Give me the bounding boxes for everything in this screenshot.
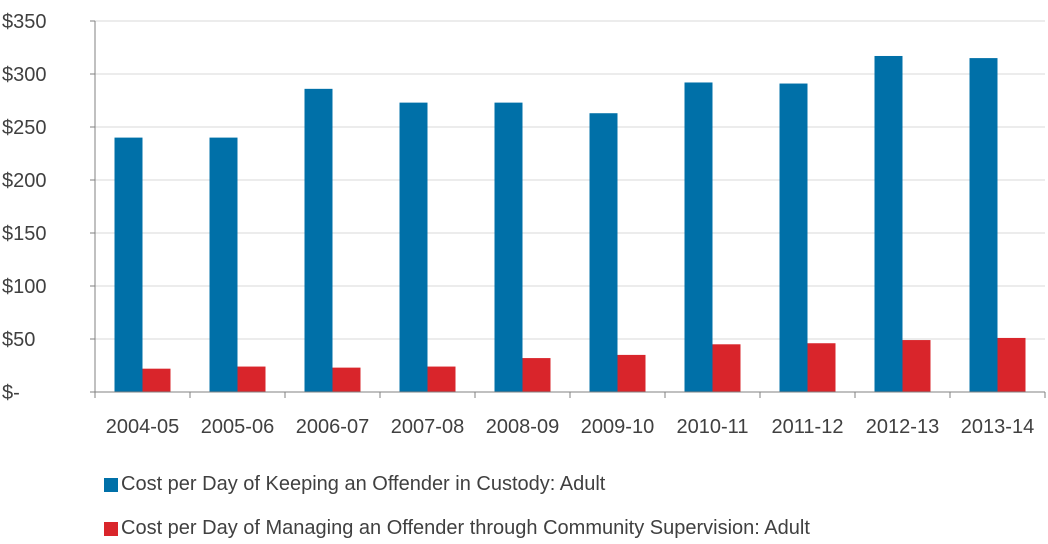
x-tick-label: 2005-06 [201, 416, 274, 438]
legend-swatch-custody [104, 477, 118, 492]
bar-custody [874, 55, 903, 392]
legend-label-community: Cost per Day of Managing an Offender thr… [121, 517, 810, 539]
bar-community [712, 344, 741, 392]
gridlines [95, 20, 1045, 340]
bar-community [902, 340, 931, 392]
y-tick-label: $100 [2, 276, 47, 298]
bar-community [142, 368, 171, 392]
y-tick-label: $150 [2, 223, 47, 245]
x-tick-label: 2009-10 [581, 416, 654, 438]
bar-community [237, 366, 266, 392]
legend-item-custody: Cost per Day of Keeping an Offender in C… [104, 473, 605, 496]
bar-community [427, 366, 456, 392]
y-tick-label: $- [2, 382, 20, 404]
x-tick-label: 2010-11 [677, 416, 749, 438]
bar-community [332, 367, 361, 392]
x-tick-label: 2008-09 [486, 416, 559, 438]
bars [114, 55, 1026, 393]
legend-swatch-community [104, 521, 118, 536]
bar-community [522, 358, 551, 392]
bar-custody [399, 102, 428, 393]
bar-custody [494, 102, 523, 393]
y-tick-label: $350 [2, 11, 47, 33]
x-tick-label: 2007-08 [391, 416, 464, 438]
x-tick-label: 2012-13 [866, 416, 939, 438]
bar-chart: $-$50$100$150$200$250$300$350 2004-05 200… [2, 11, 1046, 438]
x-axis-ticks: 2004-05 2005-06 2006-07 2007-08 2008-09 2009-… [94, 392, 1046, 438]
y-tick-label: $300 [2, 64, 47, 86]
legend-label-custody: Cost per Day of Keeping an Offender in C… [121, 473, 606, 495]
bar-custody [969, 58, 998, 392]
legend-item-community: Cost per Day of Managing an Offender thr… [104, 517, 810, 540]
bar-custody [209, 137, 238, 392]
x-tick-label: 2013-14 [961, 416, 1034, 438]
y-tick-label: $250 [2, 117, 47, 139]
bar-custody [684, 82, 713, 392]
bar-community [997, 337, 1026, 392]
y-tick-label: $200 [2, 170, 47, 192]
bar-custody [589, 113, 618, 392]
bar-custody [779, 83, 808, 392]
bar-community [807, 343, 836, 392]
x-tick-label: 2011-12 [772, 416, 844, 438]
x-tick-label: 2006-07 [296, 416, 369, 438]
bar-custody [114, 137, 143, 392]
y-tick-label: $50 [2, 329, 35, 351]
bar-custody [304, 88, 333, 392]
x-tick-label: 2004-05 [106, 416, 179, 438]
y-axis-ticks: $- $50 $100 $150 $200 $250 $300 $350 [2, 11, 95, 404]
bar-community [617, 354, 646, 392]
